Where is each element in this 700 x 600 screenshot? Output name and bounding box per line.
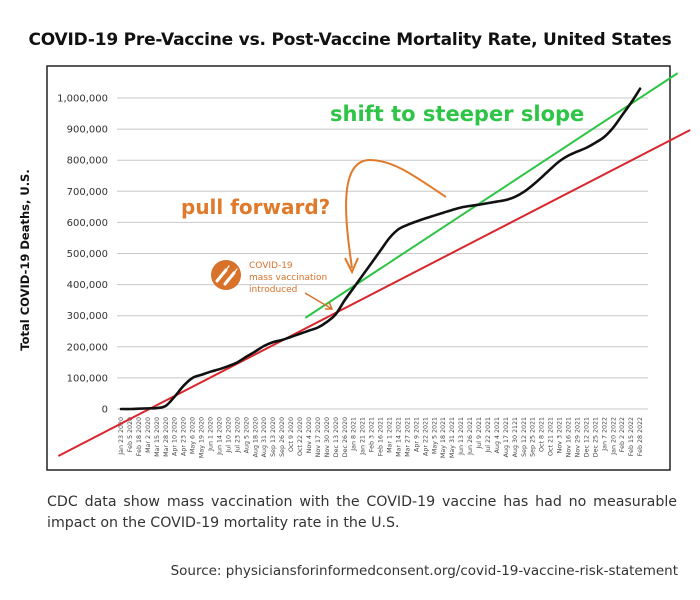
chart-title: COVID-19 Pre-Vaccine vs. Post-Vaccine Mo… — [28, 30, 672, 50]
plot-frame — [46, 65, 671, 471]
x-tick-label: Dec 26 2020 — [342, 417, 349, 457]
deaths-line — [119, 87, 642, 411]
x-tick-label: Feb 28 2022 — [637, 417, 644, 456]
y-tick-label: 100,000 — [67, 373, 108, 384]
trendline-post-vaccine — [304, 72, 679, 319]
x-tick-label: May 19 2020 — [199, 417, 206, 458]
x-tick-label: Aug 17 2021 — [503, 417, 510, 457]
annotation-steeper-slope: shift to steeper slope — [330, 102, 584, 126]
x-tick-label: Dec 25 2021 — [592, 417, 599, 457]
x-tick-label: Jul 23 2020 — [234, 417, 241, 454]
x-tick-label: Aug 31 2020 — [261, 417, 268, 457]
x-tick-label: Sep 25 2021 — [530, 417, 537, 457]
x-tick-label: May 18 2021 — [440, 417, 447, 458]
gridlines — [117, 97, 648, 410]
x-tick-label: Feb 5 2020 — [127, 417, 134, 452]
chart-caption: CDC data show mass vaccination with the … — [47, 494, 677, 531]
x-tick-label: Oct 22 2020 — [297, 417, 304, 456]
vaccination-label-line1: COVID-19 — [249, 261, 293, 271]
x-tick-label: Apr 22 2021 — [422, 417, 429, 456]
x-tick-label: Aug 30 2121 — [512, 417, 519, 457]
x-tick-label: Jan 8 2021 — [351, 417, 358, 452]
x-tick-label: Jul 10 2020 — [225, 417, 232, 454]
y-tick-label: 200,000 — [67, 342, 108, 353]
x-tick-label: Nov 29 2021 — [574, 417, 581, 457]
x-tick-label: Apr 10 2020 — [172, 417, 179, 456]
x-tick-label: Mar 15 2020 — [154, 417, 161, 457]
x-tick-label: Feb 15 2022 — [628, 417, 635, 456]
x-tick-label: Jun 26 2021 — [467, 417, 474, 456]
x-tick-label: Apr 9 2021 — [413, 417, 420, 452]
syringe-icon — [211, 260, 241, 290]
x-tick-label: Aug 5 2020 — [243, 417, 250, 453]
y-tick-label: 900,000 — [67, 125, 108, 136]
x-tick-label: Nov 30 2020 — [324, 417, 331, 457]
x-tick-label: Mar 2 2020 — [145, 417, 152, 453]
x-tick-label: Feb 18 2020 — [136, 417, 143, 456]
x-tick-label: Apr 23 2020 — [181, 417, 188, 456]
x-tick-label: Mar 1 2021 — [387, 417, 394, 453]
x-tick-label: Jan 23 2020 — [118, 417, 125, 456]
x-tick-label: Dec 13 2020 — [333, 417, 340, 457]
annotation-pull-forward: pull forward? — [181, 195, 330, 219]
x-tick-label: Oct 8 2021 — [539, 417, 546, 452]
vaccination-label-line3: introduced — [249, 285, 297, 295]
x-tick-label: Feb 2 2022 — [619, 417, 626, 452]
x-tick-label: Jan 7 2022 — [601, 417, 608, 452]
x-tick-label: Nov 3 2021 — [557, 417, 564, 453]
x-tick-label: Feb 16 2021 — [378, 417, 385, 456]
x-tick-label: Feb 3 2021 — [369, 417, 376, 452]
y-axis-label: Total COVID-19 Deaths, U.S. — [18, 169, 32, 350]
y-tick-label: 300,000 — [67, 311, 108, 322]
series-lines — [57, 72, 691, 457]
y-tick-label: 600,000 — [67, 218, 108, 229]
x-tick-label: May 31 2021 — [449, 417, 456, 458]
vaccination-arrow — [304, 292, 334, 310]
source-link[interactable]: Source: physiciansforinformedconsent.org… — [170, 563, 678, 579]
x-tick-label: Mar 28 2020 — [163, 417, 170, 457]
y-tick-labels: 0 100,000 200,000 300,000 400,000 500,000 600,… — [57, 94, 108, 416]
x-tick-label: Sep 26 2020 — [279, 417, 286, 457]
pull-forward-arrowhead — [344, 257, 359, 275]
vaccination-label-line2: mass vaccination — [249, 273, 327, 283]
x-tick-label: Sep 13 2020 — [270, 417, 277, 457]
x-tick-label: Jul 9 2021 — [476, 417, 483, 450]
pull-forward-arrow — [345, 158, 447, 269]
y-tick-label: 400,000 — [67, 280, 108, 291]
x-tick-label: Jan 20 2022 — [610, 417, 617, 456]
y-tick-label: 0 — [102, 405, 108, 416]
x-tick-label: May 5 2021 — [431, 417, 438, 454]
x-tick-label: Sep 12 2021 — [521, 417, 528, 457]
x-tick-label: Jan 21 2021 — [360, 417, 367, 456]
y-tick-label: 700,000 — [67, 187, 108, 198]
x-tick-label: Mar 27 2021 — [404, 417, 411, 457]
x-tick-label: May 6 2020 — [190, 417, 197, 454]
trendline-pre-vaccine — [57, 129, 691, 457]
x-tick-labels: Jan 23 2020 Feb 5 2020 Feb 18 2020 Mar 2 20… — [118, 417, 644, 458]
x-tick-label: Dec 12 2021 — [583, 417, 590, 457]
x-tick-label: Nov 4 2020 — [306, 417, 313, 453]
x-tick-label: Nov 17 2020 — [315, 417, 322, 457]
x-tick-label: Mar 14 2021 — [395, 417, 402, 457]
x-tick-label: Oct 9 2020 — [288, 417, 295, 452]
x-tick-label: Aug 18 2020 — [252, 417, 259, 457]
x-tick-label: Jun 14 2020 — [216, 417, 223, 456]
x-tick-label: Jun 1 2020 — [208, 417, 215, 452]
x-tick-label: Jun 13 2021 — [458, 417, 465, 456]
y-tick-label: 800,000 — [67, 156, 108, 167]
x-tick-label: Aug 4 2021 — [494, 417, 501, 453]
y-tick-label: 500,000 — [67, 249, 108, 260]
x-tick-label: Jul 22 2021 — [485, 417, 492, 454]
y-tick-label: 1,000,000 — [57, 94, 108, 105]
x-tick-label: Oct 21 2021 — [548, 417, 555, 456]
x-tick-label: Nov 16 2021 — [566, 417, 573, 457]
